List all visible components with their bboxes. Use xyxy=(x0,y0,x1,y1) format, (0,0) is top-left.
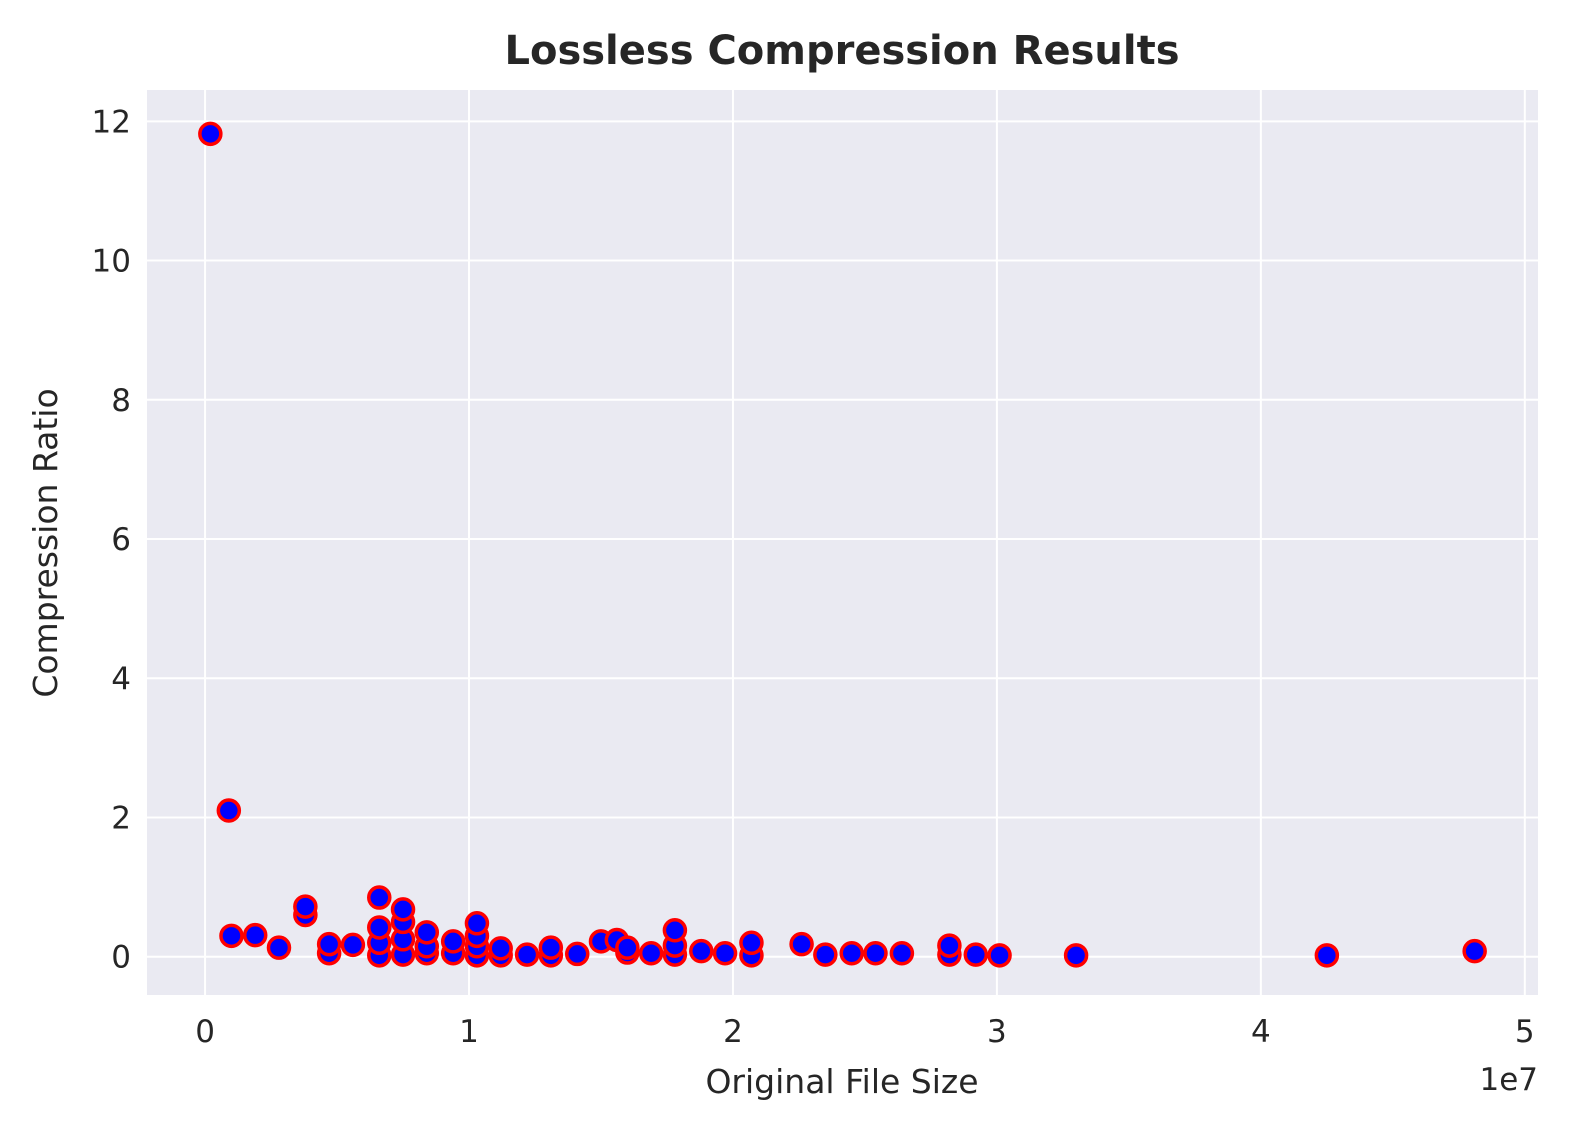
scatter-point xyxy=(987,943,1012,968)
scatter-point xyxy=(889,940,915,966)
y-tick-label: 8 xyxy=(111,383,131,419)
scatter-point xyxy=(414,920,440,945)
y-tick-label: 6 xyxy=(111,522,131,558)
x-tick-label: 1 xyxy=(459,1014,479,1050)
scatter-point xyxy=(216,798,242,823)
scatter-point xyxy=(242,922,268,948)
x-tick-label: 5 xyxy=(1515,1014,1535,1050)
x-tick-label: 3 xyxy=(987,1014,1007,1050)
scatter-point xyxy=(367,915,392,940)
scatter-point xyxy=(839,940,864,966)
scatter-point xyxy=(615,935,640,960)
scatter-point xyxy=(219,923,244,949)
y-tick-label: 2 xyxy=(111,800,131,836)
scatter-point xyxy=(564,941,590,967)
y-tick-label: 4 xyxy=(111,661,131,697)
scatter-point xyxy=(464,911,490,936)
grid-lines xyxy=(147,90,1538,995)
plot-background xyxy=(147,90,1538,995)
scatter-point xyxy=(963,942,989,967)
scatter-point xyxy=(662,918,688,943)
scatter-point xyxy=(813,942,838,967)
scatter-point xyxy=(863,940,888,966)
y-tick-labels: 0 2 4 6 8 10 12 xyxy=(92,104,131,975)
scatter-point xyxy=(293,894,318,919)
x-axis-label: Original File Size xyxy=(705,1062,978,1101)
y-tick-label: 0 xyxy=(111,940,131,976)
scatter-point xyxy=(937,933,962,958)
scatter-point xyxy=(739,930,764,956)
x-offset-label: 1e7 xyxy=(1479,1062,1538,1098)
scatter-point xyxy=(488,936,513,961)
x-tick-label: 0 xyxy=(195,1014,215,1050)
scatter-point xyxy=(789,931,814,957)
x-tick-labels: 0 1 2 3 4 5 xyxy=(195,1014,1534,1050)
x-tick-label: 2 xyxy=(723,1014,743,1050)
scatter-point xyxy=(367,885,392,910)
scatter-point xyxy=(712,940,738,966)
y-axis-label: Compression Ratio xyxy=(26,388,65,697)
chart-title: Lossless Compression Results xyxy=(504,28,1179,74)
x-tick-label: 4 xyxy=(1251,1014,1271,1050)
y-tick-label: 12 xyxy=(92,104,131,140)
scatter-point xyxy=(390,897,416,922)
scatter-point xyxy=(316,931,342,957)
scatter-point xyxy=(538,935,564,960)
scatter-point xyxy=(638,940,664,966)
y-tick-label: 10 xyxy=(92,244,131,280)
data-points xyxy=(198,121,1487,968)
scatter-point xyxy=(440,929,466,954)
scatter-point xyxy=(1462,938,1487,964)
scatter-point xyxy=(689,938,714,964)
scatter-point xyxy=(198,121,223,147)
scatter-point xyxy=(514,942,540,967)
scatter-point xyxy=(1314,943,1340,968)
scatter-point xyxy=(340,932,366,958)
scatter-point xyxy=(266,935,292,960)
scatter-point xyxy=(1063,943,1089,968)
